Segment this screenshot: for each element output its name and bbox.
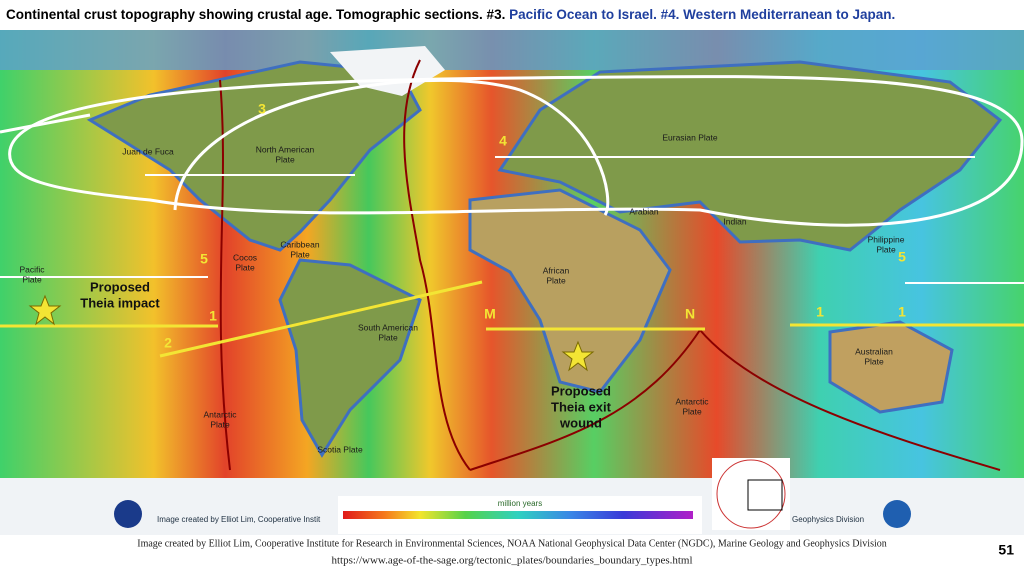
annotation: Proposed — [551, 383, 611, 398]
plate-label: Plate — [210, 419, 230, 429]
plate-label: Antarctic — [203, 409, 237, 419]
plate-label: Arabian — [629, 206, 659, 216]
plate-label: Plate — [546, 275, 566, 285]
map — [0, 30, 1024, 535]
section-marker: 5 — [898, 249, 906, 265]
section-4 — [8, 75, 1024, 227]
title-part: Pacific Ocean to Israel. #4. Western Med… — [509, 7, 895, 22]
boundary — [219, 79, 231, 471]
footer-url: https://www.age-of-the-sage.org/tectonic… — [331, 555, 692, 567]
logo — [114, 500, 142, 528]
theia-lines — [0, 280, 1024, 358]
australia — [828, 320, 954, 414]
section-marker: 1 — [209, 308, 217, 324]
plate-label: Plate — [378, 332, 398, 342]
inner-division: Geophysics Division — [792, 515, 864, 524]
plate-label: Scotia Plate — [317, 444, 363, 454]
boundary — [403, 59, 471, 471]
footer-credit: Image created by Elliot Lim, Cooperative… — [137, 538, 887, 549]
section-lines — [0, 156, 1024, 284]
colorbar-title: million years — [498, 499, 542, 508]
inset-map — [712, 458, 790, 530]
north-america — [86, 60, 422, 252]
section-marker: 4 — [499, 133, 507, 149]
colorbar: million years — [338, 496, 702, 534]
africa — [468, 188, 672, 394]
annotation: wound — [559, 415, 602, 430]
title: Continental crust topography showing cru… — [6, 7, 895, 22]
title-part: Continental crust topography showing cru… — [6, 7, 505, 22]
south-america — [278, 258, 422, 458]
plate-label: Pacific — [19, 264, 45, 274]
section-3 — [173, 78, 610, 216]
section-line — [159, 280, 483, 358]
plate-label: Indian — [723, 216, 746, 226]
plate-label: Caribbean — [280, 239, 319, 249]
plate-label: Plate — [864, 356, 884, 366]
plate-label: Juan de Fuca — [122, 146, 174, 156]
section-marker: 1 — [816, 304, 824, 320]
plate-label: Eurasian Plate — [662, 132, 718, 142]
plate-label: African — [543, 265, 570, 275]
annotation: Theia exit — [551, 399, 612, 414]
annotation: Proposed — [90, 279, 150, 294]
plate-label: Cocos — [233, 252, 257, 262]
plate-label: South American — [358, 322, 418, 332]
inset-globe — [716, 459, 786, 529]
plate-label: North American — [256, 144, 315, 154]
colorbar-gradient — [343, 511, 693, 519]
section-3 — [0, 113, 91, 134]
star — [561, 340, 595, 372]
plate-label: Philippine — [868, 234, 905, 244]
logo — [883, 500, 911, 528]
section-marker: 5 — [200, 251, 208, 267]
plate-label: Plate — [876, 244, 896, 254]
plate-label: Plate — [22, 274, 42, 284]
annotation: Theia impact — [80, 295, 160, 310]
section-outlines — [0, 75, 1024, 227]
inner-credit: Image created by Elliot Lim, Cooperative… — [157, 515, 321, 524]
page-number: 51 — [998, 542, 1014, 558]
greenland — [330, 46, 445, 96]
section-marker: 3 — [258, 101, 266, 117]
plate-label: Australian — [855, 346, 893, 356]
plate-label: Plate — [275, 154, 295, 164]
inset-frame — [747, 479, 783, 511]
section-marker: M — [484, 306, 496, 322]
plate-label: Plate — [290, 249, 310, 259]
plate-label: Plate — [682, 406, 702, 416]
plate-label: Plate — [235, 262, 255, 272]
map-labels: Juan de Fuca North AmericanPlateEurasian … — [19, 101, 906, 455]
section-marker: 1 — [898, 304, 906, 320]
section-marker: 2 — [164, 335, 172, 351]
section-marker: N — [685, 306, 695, 322]
star — [28, 294, 62, 326]
arctic — [0, 30, 1024, 70]
plate-label: Antarctic — [675, 396, 709, 406]
